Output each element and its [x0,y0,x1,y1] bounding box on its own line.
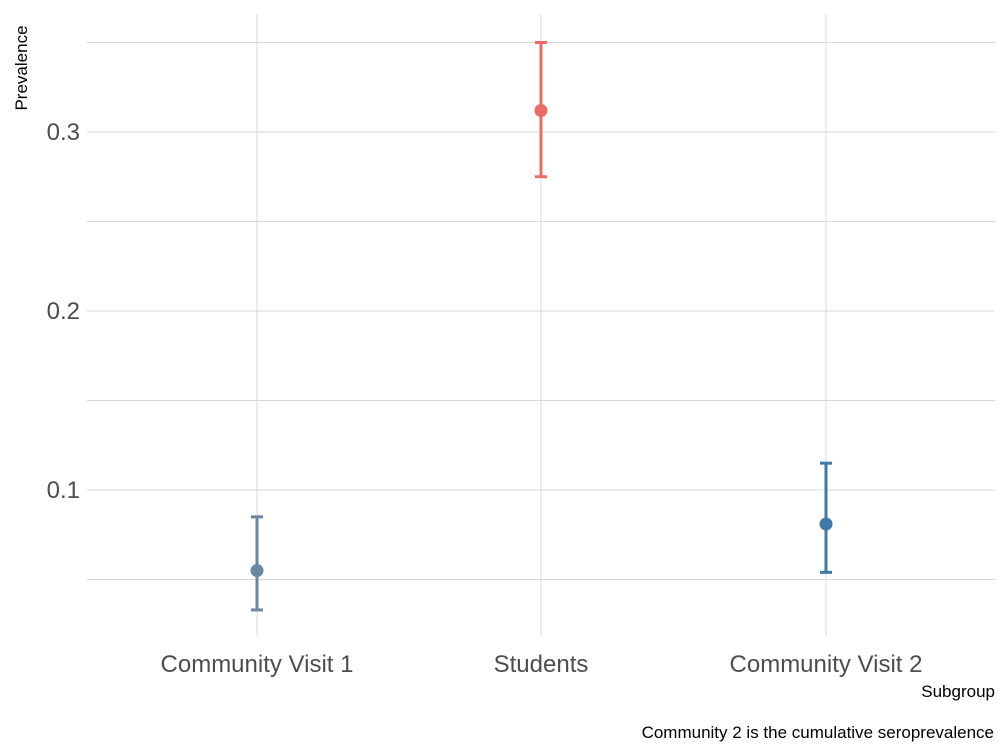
label-layer: Prevalence Subgroup Community 2 is the c… [12,25,995,742]
data-point-group [534,41,548,179]
y-tick-label: 0.1 [47,477,80,504]
x-tick-label: Community Visit 2 [730,651,923,678]
y-tick-label: 0.3 [47,119,80,146]
y-axis-title: Prevalence [12,25,31,110]
x-axis-title: Subgroup [921,682,995,701]
data-point [250,564,264,578]
y-tick-label: 0.2 [47,298,80,325]
x-tick-label: Students [494,651,589,678]
data-point-group [819,461,833,574]
x-tick-label: Community Visit 1 [161,651,354,678]
data-layer: 0.1 0.2 0.3 Community Visit 1 Students Commun… [47,41,923,678]
data-point [534,104,548,118]
data-point [819,517,833,531]
chart-caption: Community 2 is the cumulative seropreval… [642,723,994,742]
data-point-group [250,515,264,612]
